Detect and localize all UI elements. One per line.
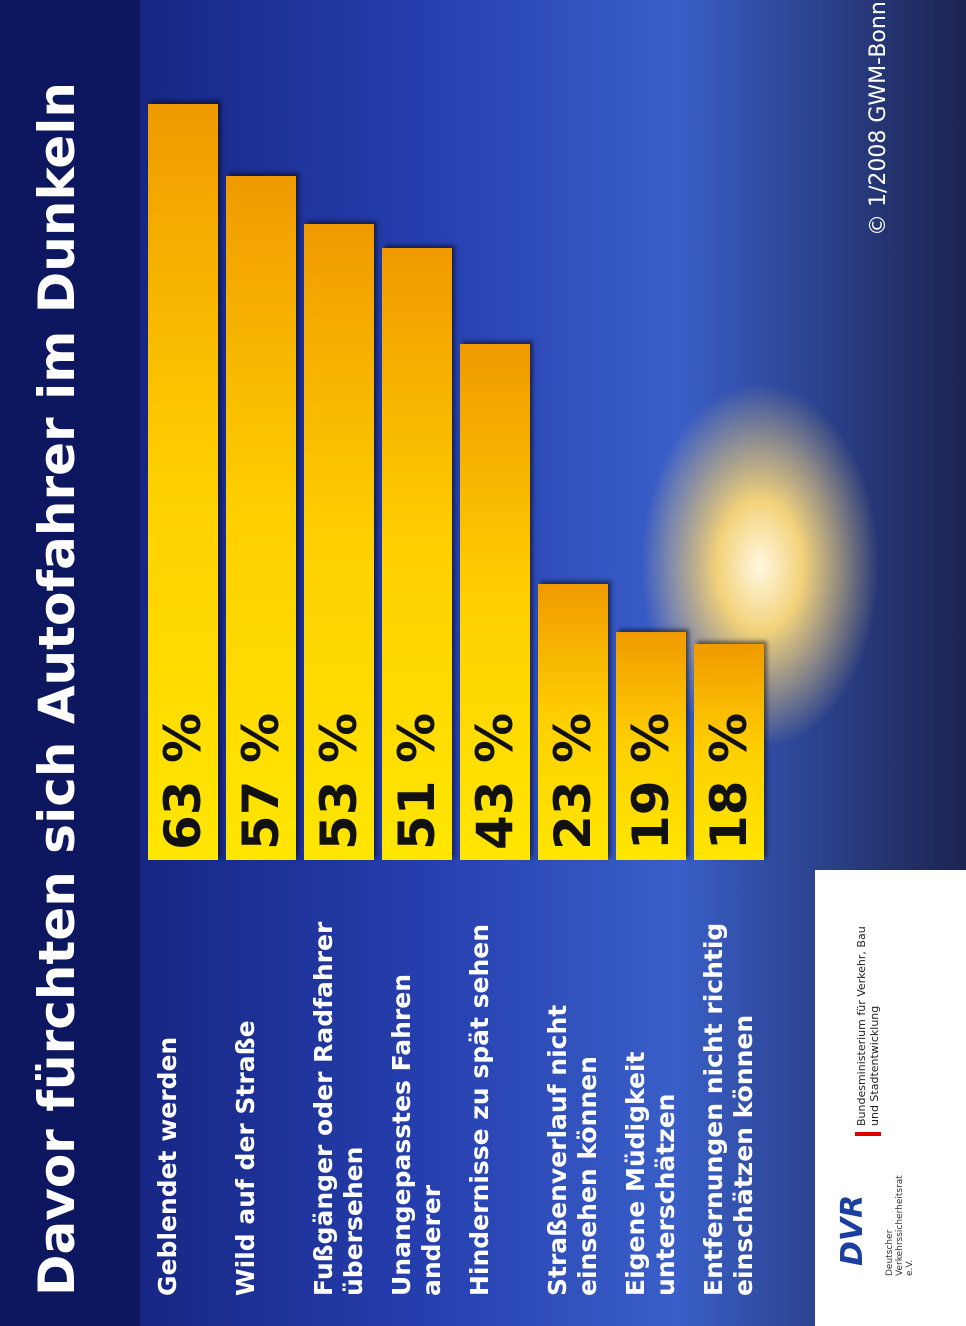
logo: DVR (835, 1194, 870, 1266)
chart-title: Davor fürchten sich Autofahrer im Dunkel… (28, 81, 86, 1296)
value-label: 23 % (544, 712, 602, 850)
logo-text: Bundesministerium für Verkehr, Bau und S… (855, 926, 881, 1136)
category-label: Eigene Müdigkeit unterschätzen (621, 1051, 680, 1296)
value-label: 19 % (622, 712, 680, 850)
value-label: 51 % (388, 712, 446, 850)
value-label: 63 % (154, 712, 212, 850)
category-label: Entfernungen nicht richtig einschätzen k… (699, 922, 758, 1296)
value-label: 18 % (700, 712, 758, 850)
logo-text: Deutscher Verkehrssicherheitsrat e.V. (885, 1175, 915, 1276)
category-label: Unangepasstes Fahren anderer (387, 974, 446, 1296)
category-label: Fußgänger oder Radfahrer übersehen (309, 921, 368, 1296)
category-label: Wild auf der Straße (231, 1020, 260, 1296)
value-label: 53 % (310, 712, 368, 850)
source: © 1/2008 GWM-Bonn (866, 1, 891, 236)
value-label: 57 % (232, 712, 290, 850)
category-label: Hindernisse zu spät sehen (465, 924, 494, 1296)
category-label: Straßenverlauf nicht einsehen können (543, 1004, 602, 1296)
value-label: 43 % (466, 712, 524, 850)
logo-box: DVR Deutscher Verkehrssicherheitsrat e.V… (815, 870, 966, 1326)
category-label: Geblendet werden (153, 1036, 182, 1296)
